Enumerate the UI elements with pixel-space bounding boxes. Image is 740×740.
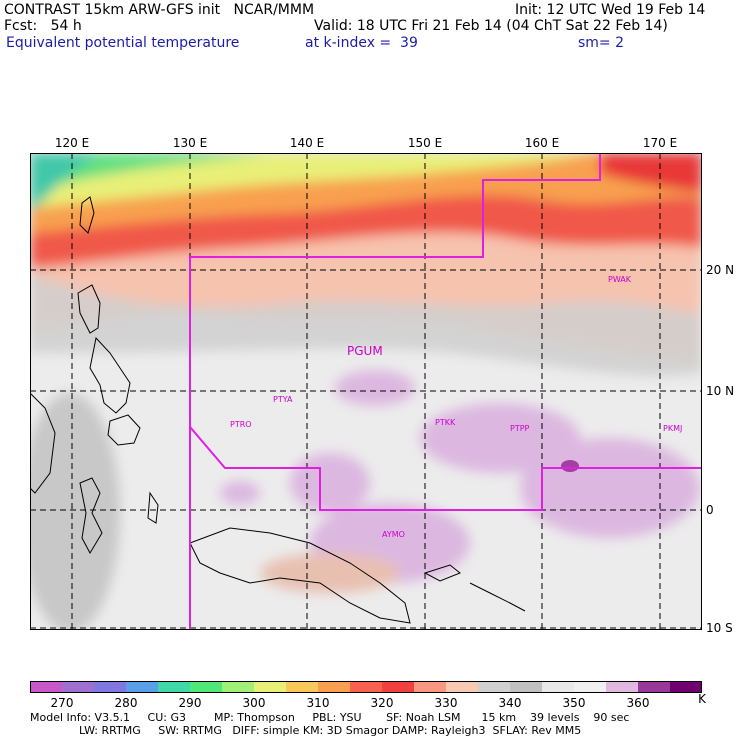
colorbar-cell bbox=[510, 681, 542, 693]
model-info-line1: Model Info: V3.5.1 CU: G3 MP: Thompson P… bbox=[30, 711, 630, 724]
mindanao-outline bbox=[107, 414, 141, 446]
station-aymo: AYMO bbox=[382, 530, 405, 539]
borneo-outline bbox=[30, 392, 56, 494]
colorbar-label-340: 340 bbox=[498, 696, 522, 710]
philippines-outline bbox=[89, 336, 131, 414]
map-frame bbox=[30, 153, 702, 630]
colorbar-label-350: 350 bbox=[562, 696, 586, 710]
purple-dark-spot bbox=[561, 460, 579, 472]
colorbar-frame bbox=[30, 681, 702, 693]
boundary-line bbox=[189, 153, 702, 630]
purple-patch-6 bbox=[220, 481, 260, 505]
purple-patch-5 bbox=[290, 453, 370, 513]
colorbar-cell bbox=[222, 681, 254, 693]
colorbar-label-280: 280 bbox=[114, 696, 138, 710]
station-ptya: PTYA bbox=[273, 395, 293, 404]
salmon-patch-ng bbox=[260, 553, 400, 593]
smoothing-info: sm= 2 bbox=[578, 35, 625, 51]
lon-label-140e: 140 E bbox=[289, 136, 325, 150]
lon-label-150e: 150 E bbox=[407, 136, 443, 150]
theta-e-map: PWAK PGUM PTYA PTRO PTKK PTPP PKMJ AYMO bbox=[30, 153, 702, 630]
band-grey-north bbox=[30, 273, 702, 376]
colorbar-cell bbox=[574, 681, 606, 693]
field-name: Equivalent potential temperature bbox=[6, 35, 240, 51]
colorbar-cell bbox=[62, 681, 94, 693]
station-ptkk: PTKK bbox=[435, 418, 456, 427]
model-info-line2: LW: RRTMG SW: RRTMG DIFF: simple KM: 3D … bbox=[30, 724, 582, 737]
station-pwak: PWAK bbox=[608, 275, 632, 284]
taiwan-outline bbox=[79, 196, 95, 234]
purple-patch-1 bbox=[335, 370, 415, 406]
colorbar-label-270: 270 bbox=[50, 696, 74, 710]
station-pkmj: PKMJ bbox=[663, 424, 682, 433]
purple-patch-2 bbox=[420, 403, 580, 473]
colorbar-cell bbox=[254, 681, 286, 693]
colorbar-label-300: 300 bbox=[242, 696, 266, 710]
colorbar-cell bbox=[30, 681, 62, 693]
lat-label-10n: 10 N bbox=[706, 384, 735, 398]
init-time: Init: 12 UTC Wed 19 Feb 14 bbox=[515, 2, 706, 18]
colorbar-unit: K bbox=[698, 692, 706, 706]
colorbar-label-320: 320 bbox=[370, 696, 394, 710]
forecast-hour: Fcst: 54 h bbox=[4, 18, 82, 34]
band-darkred-ne bbox=[600, 153, 702, 193]
colorbar-cell bbox=[350, 681, 382, 693]
model-title: CONTRAST 15km ARW-GFS init NCAR/MMM bbox=[4, 2, 315, 18]
colorbar-cell bbox=[318, 681, 350, 693]
purple-patch-4 bbox=[520, 438, 700, 538]
colorbar-cell bbox=[158, 681, 190, 693]
level-info: at k-index = 39 bbox=[305, 35, 418, 51]
colorbar-cell bbox=[190, 681, 222, 693]
station-ptpp: PTPP bbox=[510, 424, 530, 433]
new-britain-outline bbox=[423, 564, 461, 582]
lon-label-120e: 120 E bbox=[54, 136, 90, 150]
colorbar-label-330: 330 bbox=[434, 696, 458, 710]
lon-label-170e: 170 E bbox=[642, 136, 678, 150]
lon-label-130e: 130 E bbox=[172, 136, 208, 150]
lat-label-0: 0 bbox=[706, 503, 714, 517]
station-pgum: PGUM bbox=[347, 344, 383, 358]
colorbar-label-360: 360 bbox=[626, 696, 650, 710]
lat-label-20n: 20 N bbox=[706, 263, 735, 277]
lon-label-160e: 160 E bbox=[524, 136, 560, 150]
band-green bbox=[30, 153, 270, 193]
colorbar-cell bbox=[126, 681, 158, 693]
colorbar-label-310: 310 bbox=[306, 696, 330, 710]
colorbar-cell bbox=[478, 681, 510, 693]
colorbar-label-290: 290 bbox=[178, 696, 202, 710]
colorbar-cell bbox=[606, 681, 638, 693]
solomons-outline bbox=[469, 582, 526, 612]
colorbar-cell bbox=[638, 681, 670, 693]
colorbar-cell bbox=[446, 681, 478, 693]
station-ptro: PTRO bbox=[230, 420, 252, 429]
valid-time: Valid: 18 UTC Fri 21 Feb 14 (04 ChT Sat … bbox=[314, 18, 668, 34]
colorbar-cell bbox=[382, 681, 414, 693]
new-guinea-outline bbox=[189, 527, 411, 624]
band-cyan bbox=[30, 153, 100, 213]
luzon-outline bbox=[77, 284, 101, 334]
sulawesi-outline bbox=[79, 477, 103, 555]
colorbar-cell bbox=[542, 681, 574, 693]
band-yellow bbox=[30, 153, 590, 208]
lat-label-10s: 10 S bbox=[706, 621, 733, 635]
colorbar-cell bbox=[670, 681, 702, 693]
colorbar-cell bbox=[414, 681, 446, 693]
colorbar-cell bbox=[94, 681, 126, 693]
halmahera-outline bbox=[147, 491, 159, 524]
colorbar-cell bbox=[286, 681, 318, 693]
